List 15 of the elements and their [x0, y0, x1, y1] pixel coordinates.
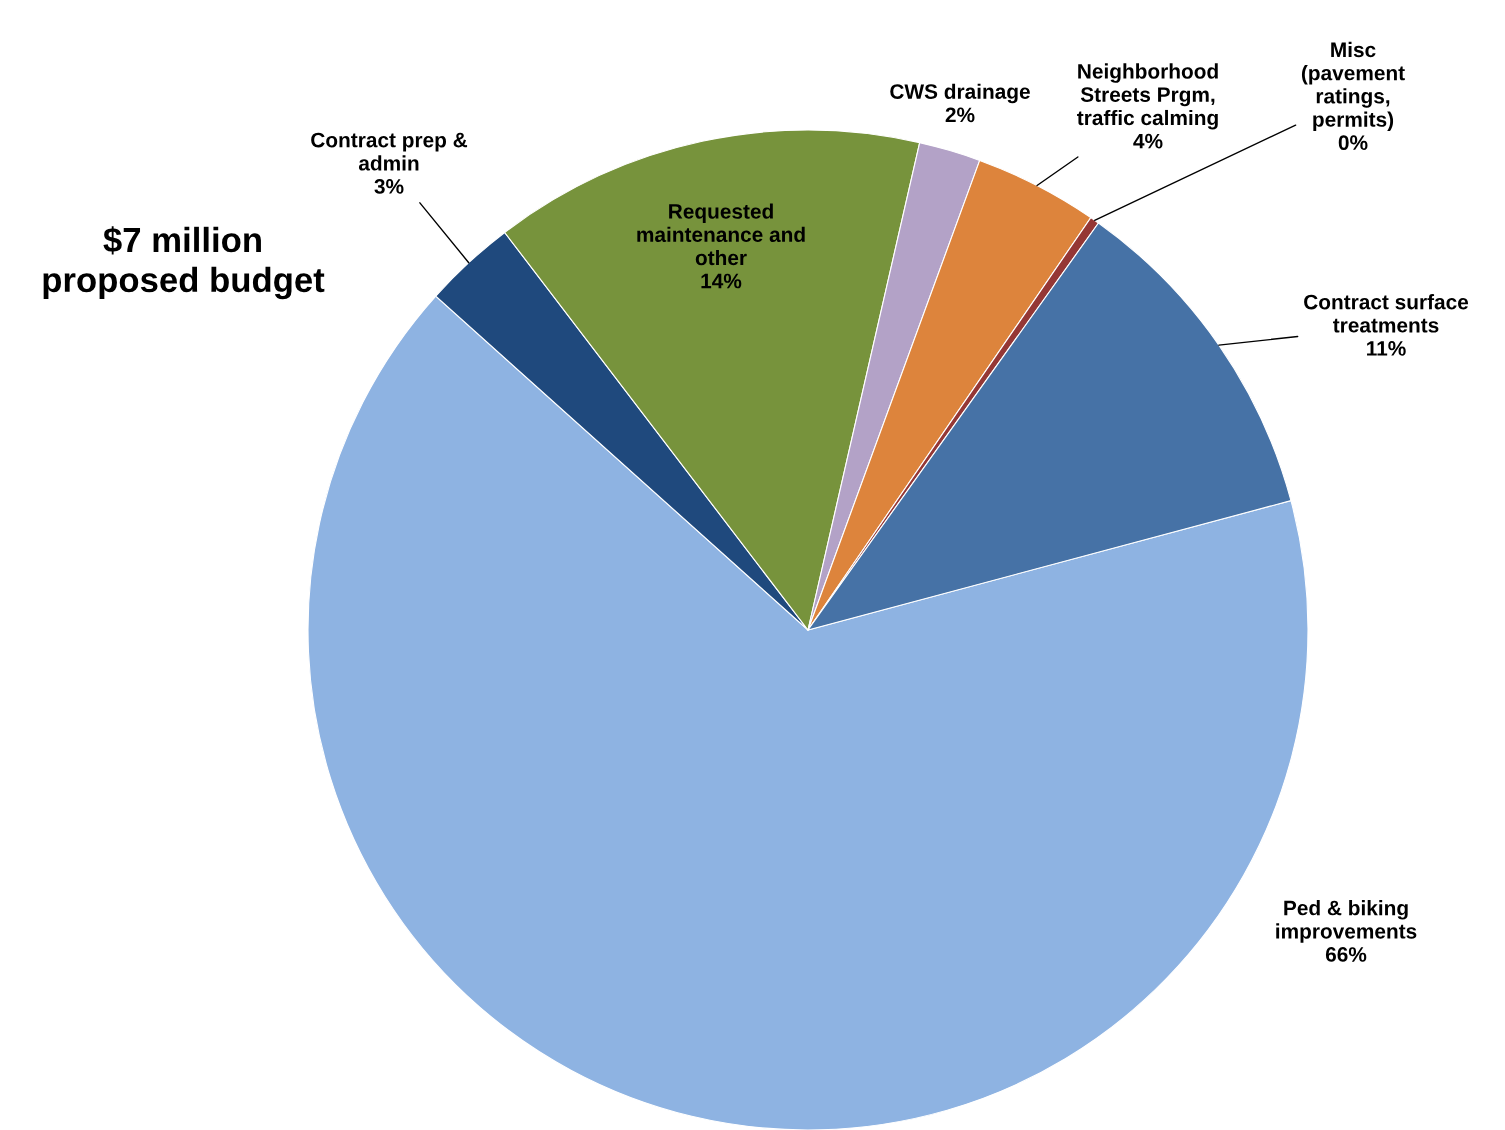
slice-label: Misc (pavement ratings, permits) [1301, 41, 1405, 131]
data-label: 2% [945, 107, 975, 123]
slice-label: Contract prep & admin [311, 132, 468, 171]
slice-label: Requested maintenance and other [637, 203, 805, 266]
data-label: 0% [1338, 135, 1368, 151]
text: $7 million proposed budget [43, 226, 325, 300]
slice-label: Neighborhood Streets Prgm, traffic calming [1077, 63, 1218, 130]
data-label: 4% [1133, 133, 1163, 149]
slice-label: Contract surface treatments [1304, 294, 1469, 333]
slice-label: CWS drainage [890, 83, 1030, 104]
data-label: 14% [701, 273, 742, 289]
slice-label: Ped & biking improvements [1276, 900, 1417, 943]
data-label: 66% [1325, 947, 1367, 962]
data-label: 3% [374, 179, 404, 194]
data-label: 11% [1367, 341, 1406, 356]
